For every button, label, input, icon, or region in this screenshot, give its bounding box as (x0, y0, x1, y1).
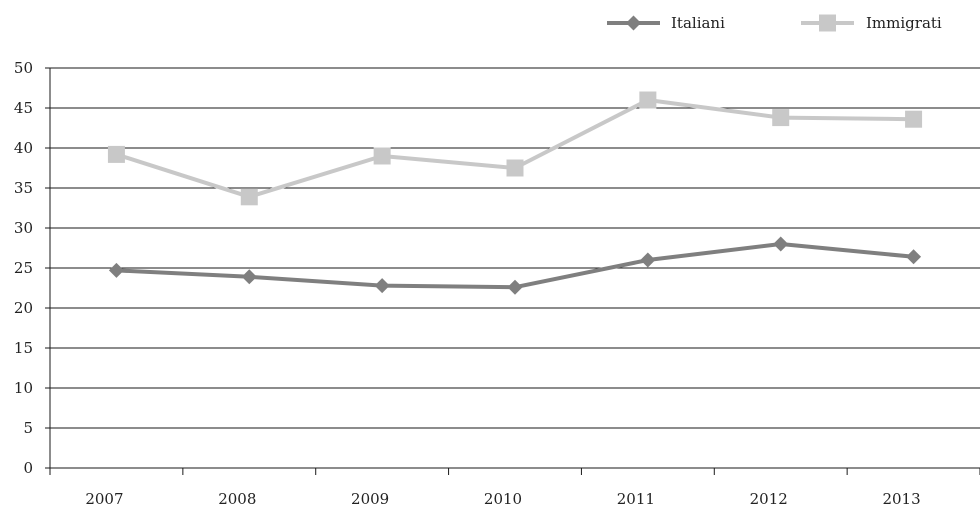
y-tick-label-25: 25 (14, 259, 33, 277)
point-immigrati-2008 (240, 188, 258, 206)
x-tick-label-2007: 2007 (85, 490, 123, 507)
series (107, 91, 923, 295)
point-immigrati-2012 (772, 109, 790, 127)
y-tick-labels: 0 5 10 15 20 25 30 35 40 45 50 (14, 59, 33, 477)
point-immigrati-2009 (373, 147, 391, 165)
point-italiani-2013 (906, 249, 922, 265)
point-immigrati-2013 (905, 110, 923, 128)
x-tick-label-2008: 2008 (218, 490, 256, 507)
y-tick-label-45: 45 (14, 99, 33, 117)
series-italiani (108, 236, 922, 295)
x-tick-label-2009: 2009 (351, 490, 389, 507)
x-tick-label-2010: 2010 (484, 490, 522, 507)
y-tick-label-0: 0 (23, 459, 33, 477)
point-italiani-2011 (640, 252, 656, 268)
axes (45, 67, 980, 475)
point-italiani-2012 (773, 236, 789, 252)
legend-marker-immigrati (819, 14, 836, 32)
legend-label-italiani: Italiani (671, 14, 725, 32)
y-tick-label-10: 10 (14, 379, 33, 397)
x-tick-labels: 2007 2008 2009 2010 2011 2012 2013 (85, 490, 920, 508)
point-immigrati-2010 (506, 159, 524, 177)
x-tick-label-2012: 2012 (750, 490, 788, 507)
series-immigrati (107, 91, 923, 206)
x-tick-label-2013: 2013 (882, 490, 920, 507)
point-italiani-2010 (507, 279, 523, 295)
point-immigrati-2007 (107, 145, 125, 163)
legend: Italiani Immigrati (607, 14, 942, 32)
legend-marker-italiani (626, 15, 641, 31)
grid-lines (50, 67, 980, 429)
y-tick-label-35: 35 (14, 179, 33, 197)
y-tick-label-40: 40 (14, 139, 33, 157)
y-tick-label-15: 15 (14, 339, 33, 357)
point-italiani-2007 (108, 262, 124, 278)
legend-item-italiani: Italiani (607, 14, 725, 32)
point-immigrati-2011 (639, 91, 657, 109)
y-tick-label-20: 20 (14, 299, 33, 317)
legend-item-immigrati: Immigrati (801, 14, 942, 32)
y-tick-label-5: 5 (23, 419, 33, 437)
y-tick-label-50: 50 (14, 59, 33, 77)
point-italiani-2008 (241, 269, 257, 285)
legend-label-immigrati: Immigrati (866, 14, 942, 32)
y-tick-label-30: 30 (14, 219, 33, 237)
point-italiani-2009 (374, 278, 390, 294)
x-tick-label-2011: 2011 (617, 490, 655, 507)
